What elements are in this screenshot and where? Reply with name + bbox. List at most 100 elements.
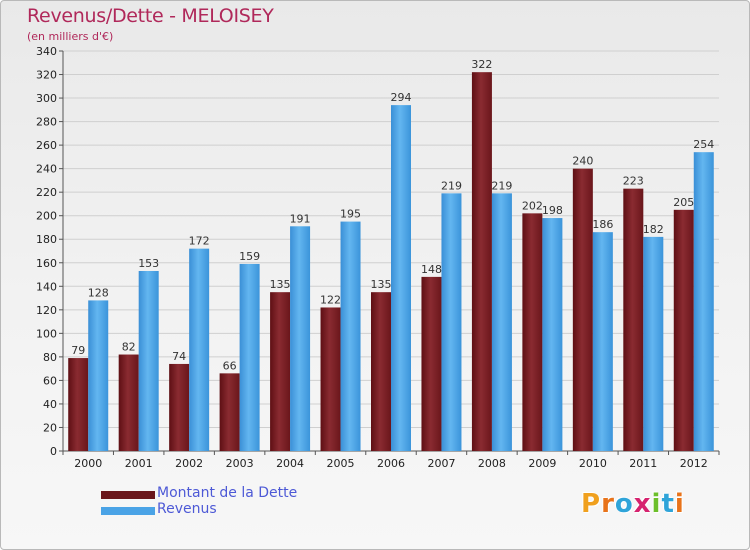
bar-debt	[169, 363, 190, 451]
y-tick-label: 0	[50, 445, 57, 458]
y-tick-label: 140	[36, 280, 57, 293]
y-tick-label: 160	[36, 257, 57, 270]
value-label: 153	[138, 257, 159, 270]
y-tick-label: 80	[43, 351, 57, 364]
logo-letter: t	[661, 489, 675, 519]
value-label: 172	[189, 235, 210, 248]
x-tick-label: 2008	[478, 457, 506, 470]
chart-subtitle: (en milliers d'€)	[27, 30, 114, 43]
value-label: 186	[592, 218, 613, 231]
bar-debt	[421, 276, 442, 451]
proxiti-logo: Proxiti	[581, 489, 685, 519]
bar-debt	[68, 358, 89, 451]
y-tick-label: 180	[36, 233, 57, 246]
x-tick-label: 2003	[226, 457, 254, 470]
value-label: 219	[441, 179, 462, 192]
value-label: 219	[491, 179, 512, 192]
y-tick-label: 280	[36, 116, 57, 129]
value-label: 322	[471, 58, 492, 71]
x-tick-label: 2004	[276, 457, 304, 470]
legend-label-revenus: Revenus	[157, 501, 217, 517]
bar-debt	[270, 292, 291, 451]
bar-debt	[522, 213, 543, 451]
x-tick-label: 2009	[528, 457, 556, 470]
value-label: 205	[673, 196, 694, 209]
bars	[68, 72, 714, 452]
x-tick-label: 2010	[579, 457, 607, 470]
value-label: 74	[172, 350, 186, 363]
logo-letter: x	[633, 489, 652, 519]
logo-letter: P	[581, 489, 602, 519]
logo-letter: i	[674, 489, 685, 519]
y-tick-label: 60	[43, 374, 57, 387]
value-labels: 79 128 82 153 74 172 66 159 135 191 122 195 135 294 14…	[71, 58, 714, 372]
bar-revenus	[290, 226, 311, 451]
value-label: 223	[623, 175, 644, 188]
y-tick-label: 320	[36, 69, 57, 82]
value-label: 122	[320, 293, 341, 306]
bar-revenus	[441, 193, 462, 451]
bar-debt	[623, 188, 644, 451]
bar-debt	[320, 307, 341, 451]
bar-revenus	[491, 193, 512, 451]
y-tick-label: 260	[36, 139, 57, 152]
bar-revenus	[239, 263, 260, 451]
logo-letter: i	[651, 489, 662, 519]
tick-labels: 0 20 40 60 80 100 120 140 160 180 200 220 240 260 280 3…	[36, 45, 708, 470]
x-tick-label: 2011	[629, 457, 657, 470]
x-tick-label: 2012	[680, 457, 708, 470]
value-label: 66	[223, 359, 237, 372]
bar-revenus	[592, 232, 613, 451]
value-label: 195	[340, 208, 361, 221]
value-label: 198	[542, 204, 563, 217]
y-tick-label: 340	[36, 45, 57, 58]
value-label: 240	[572, 155, 593, 168]
x-tick-label: 2007	[427, 457, 455, 470]
y-tick-label: 200	[36, 210, 57, 223]
bar-revenus	[88, 300, 109, 451]
chart-title: Revenus/Dette - MELOISEY	[27, 5, 274, 27]
value-label: 135	[371, 278, 392, 291]
bar-revenus	[542, 218, 563, 451]
y-tick-label: 220	[36, 186, 57, 199]
bar-revenus	[340, 221, 361, 451]
value-label: 159	[239, 250, 260, 263]
x-tick-label: 2005	[327, 457, 355, 470]
y-tick-label: 120	[36, 304, 57, 317]
bar-revenus	[391, 105, 411, 451]
bar-debt	[118, 354, 139, 451]
bar-debt	[371, 292, 391, 451]
bar-debt	[673, 209, 694, 451]
value-label: 79	[71, 344, 85, 357]
x-tick-label: 2001	[125, 457, 153, 470]
value-label: 182	[643, 223, 664, 236]
bar-debt	[219, 373, 240, 451]
y-tick-label: 300	[36, 92, 57, 105]
bar-revenus	[643, 236, 664, 451]
value-label: 128	[88, 286, 109, 299]
value-label: 82	[122, 341, 136, 354]
value-label: 148	[421, 263, 442, 276]
x-tick-label: 2000	[74, 457, 102, 470]
legend-swatch-revenus	[101, 507, 155, 515]
value-label: 135	[270, 278, 291, 291]
x-tick-label: 2002	[175, 457, 203, 470]
value-label: 254	[693, 138, 714, 151]
y-tick-label: 100	[36, 327, 57, 340]
logo-letter: o	[614, 489, 634, 519]
y-tick-label: 240	[36, 163, 57, 176]
value-label: 294	[391, 91, 412, 104]
bar-revenus	[138, 271, 159, 451]
value-label: 191	[290, 212, 311, 225]
value-label: 202	[522, 199, 543, 212]
x-tick-label: 2006	[377, 457, 405, 470]
y-tick-label: 40	[43, 398, 57, 411]
bar-revenus	[189, 248, 210, 451]
logo-letter: r	[601, 489, 615, 519]
legend-label-debt: Montant de la Dette	[157, 485, 298, 501]
bar-debt	[572, 168, 593, 451]
legend-swatch-debt	[101, 491, 155, 499]
y-tick-label: 20	[43, 421, 57, 434]
